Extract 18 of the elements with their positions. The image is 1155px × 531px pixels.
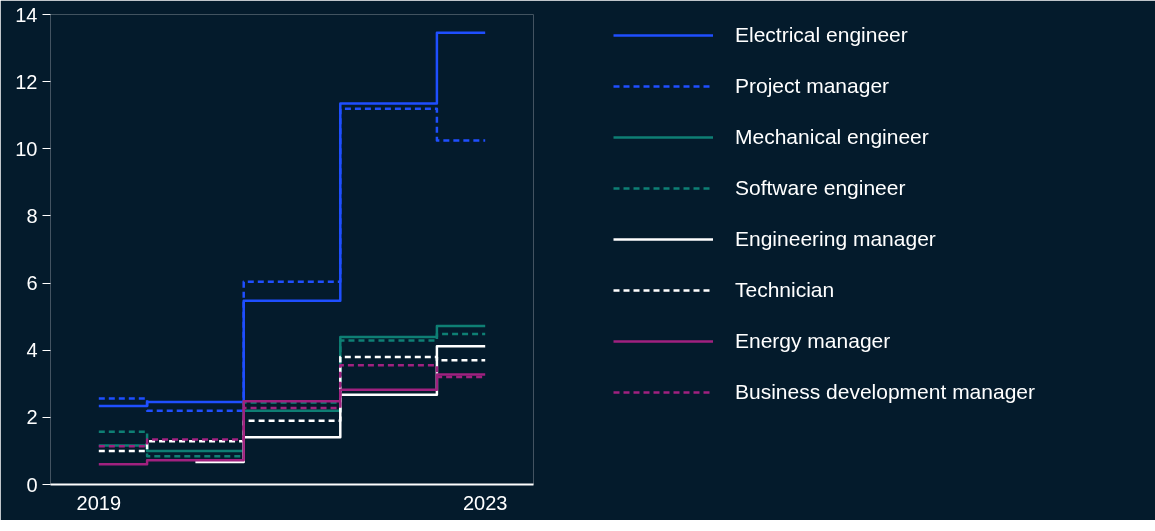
- y-tick-label: 6: [26, 272, 38, 295]
- legend-label: Energy manager: [735, 329, 891, 353]
- legend-label: Technician: [735, 278, 835, 302]
- y-tick-label: 12: [15, 70, 38, 93]
- legend-label: Software engineer: [735, 176, 906, 200]
- y-tick-label: 2: [26, 406, 38, 429]
- legend-label: Business development manager: [735, 380, 1036, 404]
- x-tick-label: 2019: [76, 491, 122, 514]
- legend-label: Engineering manager: [735, 227, 936, 251]
- legend-label: Mechanical engineer: [735, 125, 929, 149]
- y-tick-label: 10: [15, 137, 38, 160]
- y-tick-label: 8: [26, 204, 38, 227]
- y-tick-label: 14: [15, 3, 38, 26]
- x-tick-label: 2023: [462, 491, 508, 514]
- y-tick-label: 0: [26, 473, 38, 496]
- legend-label: Electrical engineer: [735, 23, 908, 47]
- y-tick-label: 4: [26, 339, 38, 362]
- legend-label: Project manager: [735, 74, 890, 98]
